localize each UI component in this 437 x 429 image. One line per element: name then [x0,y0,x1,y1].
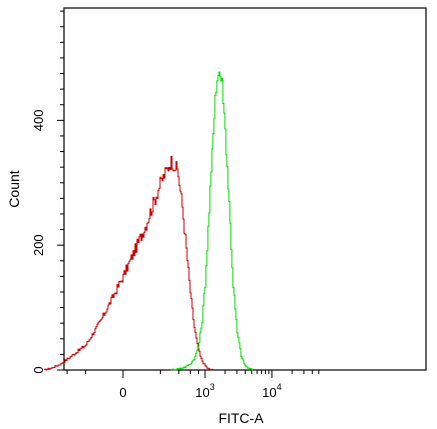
histogram-series-2 [170,71,253,371]
x-tick-label: 0 [119,385,126,400]
x-axis-title: FITC-A [218,410,264,426]
x-tick-label: 103 [195,382,214,400]
x-axis: 0 103 104 [66,370,320,400]
y-tick-label: 200 [31,234,46,256]
y-tick-label: 0 [31,366,46,373]
y-axis-title: Count [6,170,22,207]
y-tick-label: 400 [31,109,46,131]
x-tick-label: 104 [262,382,281,400]
y-axis: 0 200 400 [31,10,64,374]
series-layer [44,71,253,371]
histogram-series-1 [44,155,213,371]
plot-frame [63,7,427,371]
